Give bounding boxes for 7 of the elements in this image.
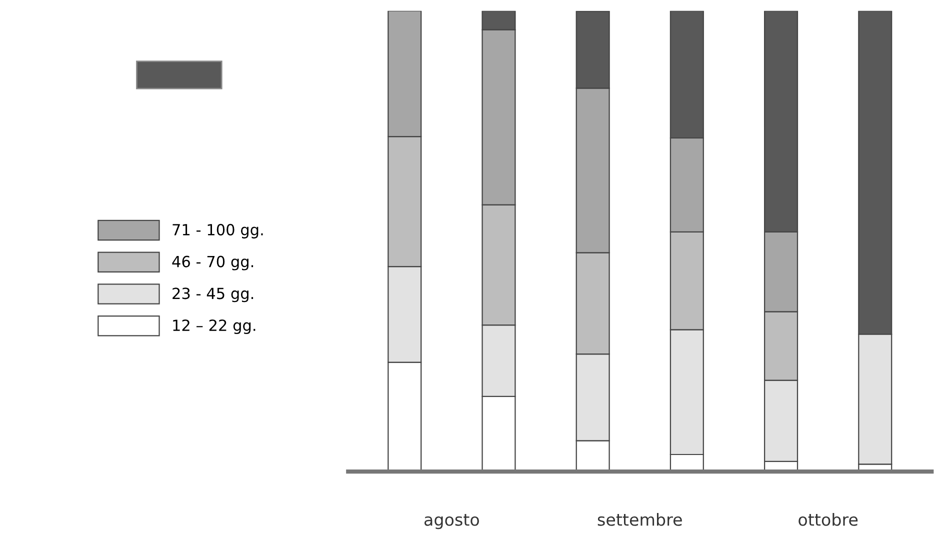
legend-label: 71 - 100 gg.	[172, 224, 263, 238]
text: settembre	[598, 513, 682, 526]
legend-label: 23 - 45 gg.	[172, 288, 254, 302]
text: agosto	[424, 514, 479, 530]
text: ottobre	[798, 513, 858, 526]
legend-label: 46 - 70 gg.	[172, 256, 254, 270]
legend-label: 12 – 22 gg.	[173, 319, 256, 334]
